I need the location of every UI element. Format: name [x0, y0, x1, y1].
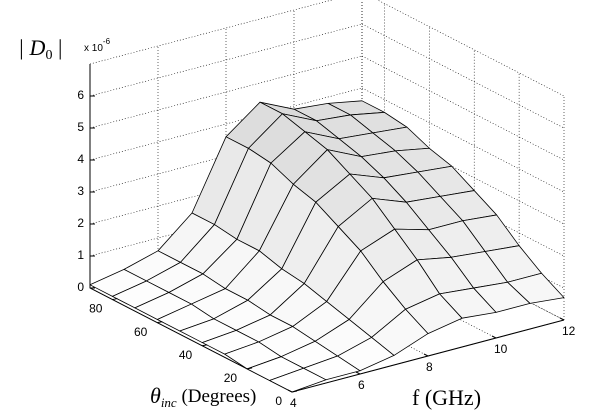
y-label-sub: inc	[161, 395, 177, 410]
z-label-main: | D	[18, 35, 46, 60]
tick-mark	[423, 353, 429, 357]
y-tick-label: 80	[89, 302, 103, 316]
x-tick-label: 12	[562, 324, 576, 338]
tick-mark	[157, 321, 163, 324]
y-tick-label: 40	[179, 348, 193, 362]
y-label-main: θ	[150, 383, 161, 408]
grid-line	[361, 119, 565, 225]
x-axis-label: f (GHz)	[412, 385, 481, 410]
grid-line	[361, 87, 565, 193]
surface-patch	[269, 367, 327, 393]
tick-mark	[287, 389, 293, 393]
tick-mark	[491, 335, 497, 339]
y-tick-label: 0	[275, 394, 282, 408]
grid-line	[361, 23, 565, 129]
z-tick-label: 5	[77, 120, 84, 134]
y-tick-label: 20	[224, 371, 238, 385]
grid-line	[89, 55, 363, 129]
x-tick-label: 10	[494, 342, 508, 356]
z-exponent-power: -6	[103, 37, 111, 46]
z-label-end: |	[52, 35, 62, 60]
y-label-end: (Degrees)	[177, 386, 257, 407]
z-tick-label: 1	[77, 248, 84, 262]
tick-mark	[202, 344, 208, 347]
x-tick-label: 8	[426, 360, 433, 374]
z-axis-label: | D0 |	[18, 35, 62, 63]
tick-mark	[247, 367, 253, 370]
z-exponent-base: x 10	[84, 43, 103, 54]
x-tick-label: 6	[358, 378, 365, 392]
z-tick-label: 3	[77, 184, 84, 198]
z-exponent: x 10-6	[84, 37, 111, 54]
z-tick-label: 4	[77, 152, 84, 166]
grid-line	[89, 23, 363, 97]
tick-mark	[112, 298, 118, 301]
z-label-sub: 0	[45, 48, 52, 63]
tick-mark	[291, 390, 298, 393]
grid-line	[89, 87, 363, 161]
z-tick-label: 0	[77, 280, 84, 294]
z-tick-label: 2	[77, 216, 84, 230]
tick-mark	[355, 371, 361, 375]
tick-mark	[559, 317, 565, 321]
grid-line	[361, 55, 565, 161]
y-axis-label: θinc (Degrees)	[150, 383, 256, 410]
grid-line	[361, 151, 565, 257]
x-tick-label: 4	[290, 396, 297, 410]
z-tick-label: 6	[77, 88, 84, 102]
y-tick-label: 60	[134, 325, 148, 339]
